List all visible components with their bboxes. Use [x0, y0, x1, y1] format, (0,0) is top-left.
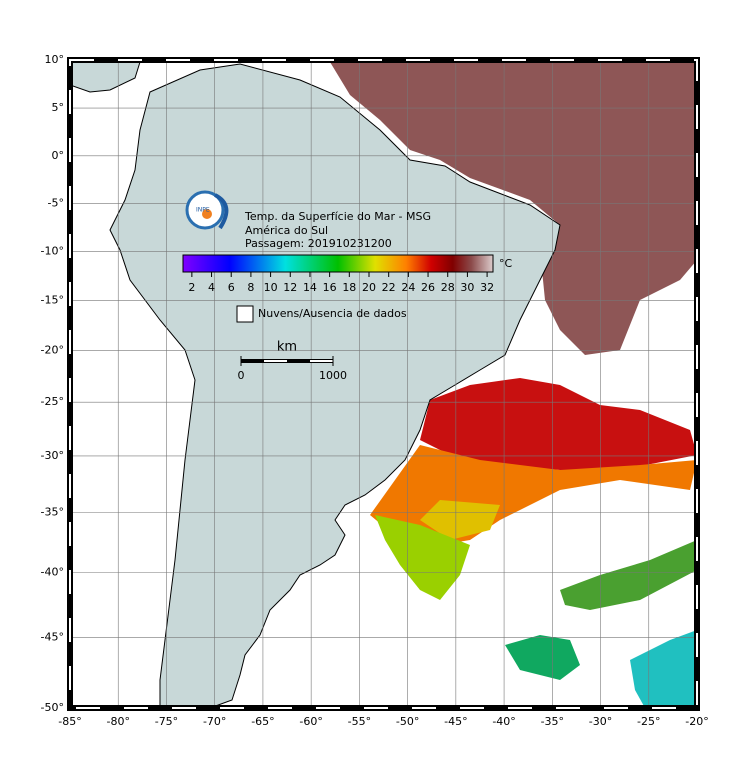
colorbar-tick-label: 2	[188, 281, 195, 294]
lon-tick-label: -30°	[589, 715, 612, 728]
lon-tick-label: -85°	[58, 715, 81, 728]
lat-tick-label: -50°	[41, 701, 64, 714]
colorbar-tick-label: 10	[264, 281, 278, 294]
scale-bar-segment	[310, 360, 333, 362]
lat-tick-label: -25°	[41, 395, 64, 408]
sst-green	[560, 540, 697, 610]
lat-tick-label: -30°	[41, 449, 64, 462]
lat-tick-label: -40°	[41, 566, 64, 579]
logo-text: INPE	[196, 207, 210, 214]
colorbar-tick-label: 12	[283, 281, 297, 294]
logo-swirl	[214, 193, 229, 230]
colorbar-tick-label: 18	[342, 281, 356, 294]
sst-warm-north	[330, 62, 697, 355]
colorbar-tick-label: 6	[228, 281, 235, 294]
graticule	[70, 60, 697, 708]
lon-tick-label: -55°	[348, 715, 371, 728]
colorbar-tick-label: 32	[480, 281, 494, 294]
sst-field	[330, 62, 697, 708]
no-data-swatch	[236, 305, 254, 323]
sst-yellow	[420, 500, 500, 540]
lon-tick-label: -75°	[155, 715, 178, 728]
colorbar-tick-label: 20	[362, 281, 376, 294]
lon-tick-label: -45°	[444, 715, 467, 728]
colorbar	[182, 254, 494, 273]
colorbar-tick-label: 22	[382, 281, 396, 294]
lon-tick-label: -65°	[251, 715, 274, 728]
lon-tick-label: -70°	[203, 715, 226, 728]
colorbar-tick-label: 4	[208, 281, 215, 294]
sst-yellow-green	[375, 515, 470, 600]
frame-pattern	[69, 59, 698, 709]
lat-tick-label: -10°	[41, 245, 64, 258]
lon-tick-label: -20°	[685, 715, 708, 728]
scale-tick-label: 0	[238, 369, 245, 382]
scale-unit: km	[277, 340, 297, 355]
title-line: Temp. da Superfície do Mar - MSG	[244, 210, 431, 223]
colorbar-tick-label: 16	[323, 281, 337, 294]
colorbar-unit: °C	[499, 257, 513, 270]
lat-tick-label: -20°	[41, 344, 64, 357]
lon-tick-label: -25°	[637, 715, 660, 728]
title-line: Passagem: 201910231200	[245, 237, 392, 250]
scale-tick-label: 1000	[319, 369, 347, 382]
sst-teal	[505, 635, 580, 680]
map-area	[70, 60, 697, 708]
lat-tick-label: -45°	[41, 630, 64, 643]
lon-tick-label: -50°	[396, 715, 419, 728]
colorbar-tick-label: 14	[303, 281, 317, 294]
no-data-label: Nuvens/Ausencia de dados	[258, 307, 407, 320]
colorbar-tick-label: 24	[401, 281, 415, 294]
logo: INPE	[185, 190, 229, 230]
lon-tick-label: -40°	[492, 715, 515, 728]
annotations: -85° -80° -75° -70° -65° -60° -55° -50° -45° -40°…	[41, 53, 709, 728]
colorbar-tick-label: 8	[247, 281, 254, 294]
lat-tick-label: 10°	[45, 53, 65, 66]
lat-tick-label: 5°	[52, 101, 65, 114]
logo-sun	[202, 209, 212, 219]
sst-cyan	[630, 630, 697, 708]
lat-tick-label: 0°	[52, 149, 65, 162]
lat-tick-label: -15°	[41, 294, 64, 307]
lon-tick-label: -60°	[299, 715, 322, 728]
lat-tick-label: -35°	[41, 505, 64, 518]
scale-bar-segment	[264, 360, 287, 362]
lon-tick-label: -35°	[541, 715, 564, 728]
title-line: América do Sul	[245, 224, 328, 237]
lon-tick-label: -80°	[106, 715, 129, 728]
sst-red	[420, 378, 697, 470]
lat-tick-label: -5°	[48, 197, 64, 210]
colorbar-tick-label: 28	[441, 281, 455, 294]
colorbar-tick-label: 26	[421, 281, 435, 294]
colorbar-tick-label: 30	[460, 281, 474, 294]
